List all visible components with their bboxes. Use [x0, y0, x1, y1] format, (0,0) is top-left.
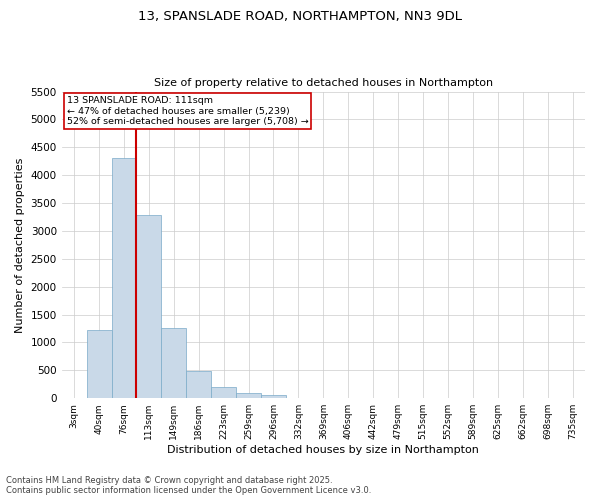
Bar — [186, 371, 211, 398]
Text: Contains HM Land Registry data © Crown copyright and database right 2025.
Contai: Contains HM Land Registry data © Crown c… — [6, 476, 371, 495]
Bar — [236, 393, 261, 398]
Bar — [112, 158, 136, 398]
Bar — [261, 396, 286, 398]
Bar — [211, 387, 236, 398]
Y-axis label: Number of detached properties: Number of detached properties — [15, 157, 25, 332]
Bar — [136, 216, 161, 398]
Bar — [86, 330, 112, 398]
Text: 13, SPANSLADE ROAD, NORTHAMPTON, NN3 9DL: 13, SPANSLADE ROAD, NORTHAMPTON, NN3 9DL — [138, 10, 462, 23]
Title: Size of property relative to detached houses in Northampton: Size of property relative to detached ho… — [154, 78, 493, 88]
Bar — [161, 328, 186, 398]
Text: 13 SPANSLADE ROAD: 111sqm
← 47% of detached houses are smaller (5,239)
52% of se: 13 SPANSLADE ROAD: 111sqm ← 47% of detac… — [67, 96, 308, 126]
X-axis label: Distribution of detached houses by size in Northampton: Distribution of detached houses by size … — [167, 445, 479, 455]
